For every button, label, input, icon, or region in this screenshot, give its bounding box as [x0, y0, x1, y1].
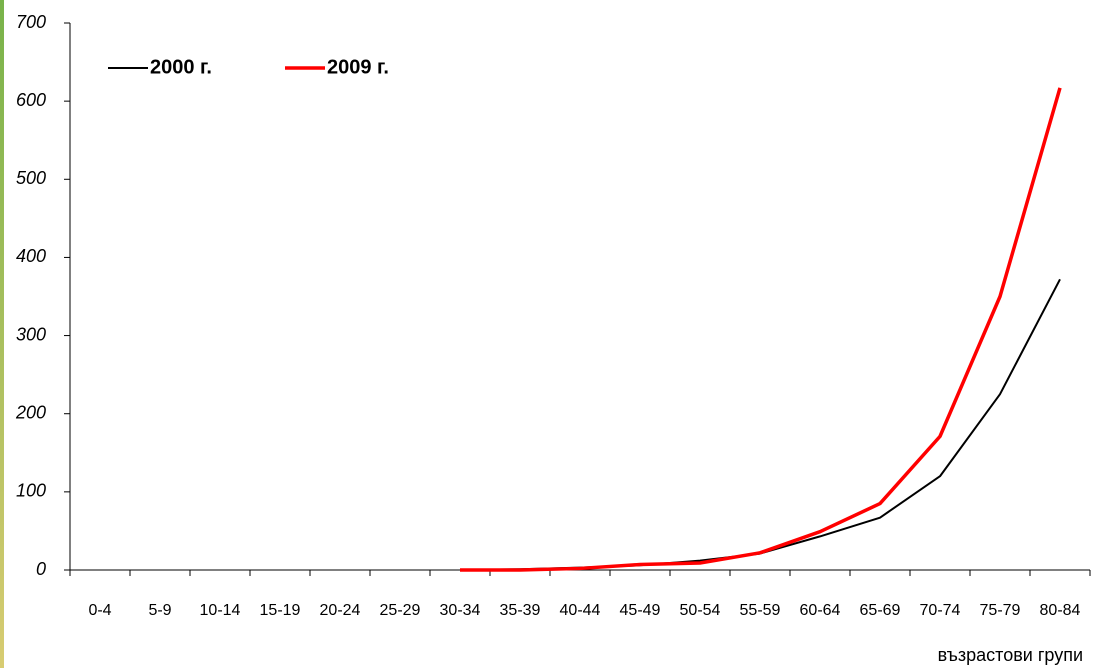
x-tick-label: 50-54 [680, 602, 721, 619]
y-tick-label: 600 [16, 90, 46, 110]
x-tick-label: 5-9 [148, 602, 171, 619]
y-tick-label: 200 [15, 402, 46, 422]
legend-label: 2000 г. [150, 56, 212, 78]
x-tick-label: 15-19 [260, 602, 301, 619]
side-strip [0, 0, 4, 668]
y-tick-label: 700 [16, 12, 46, 32]
x-tick-label: 65-69 [860, 602, 901, 619]
series-line [459, 278, 1061, 571]
x-tick-label: 30-34 [440, 602, 481, 619]
x-tick-label: 20-24 [320, 602, 361, 619]
x-tick-label: 80-84 [1040, 602, 1081, 619]
x-tick-label: 10-14 [200, 602, 241, 619]
x-tick-label: 35-39 [500, 602, 541, 619]
x-tick-label: 40-44 [560, 602, 601, 619]
x-tick-label: 60-64 [800, 602, 841, 619]
x-tick-label: 45-49 [620, 602, 661, 619]
legend-label: 2009 г. [327, 56, 389, 78]
x-tick-label: 70-74 [920, 602, 961, 619]
x-tick-label: 0-4 [88, 602, 111, 619]
x-tick-label: 55-59 [740, 602, 781, 619]
y-tick-label: 0 [36, 559, 46, 579]
y-tick-label: 100 [16, 481, 46, 501]
y-tick-label: 500 [16, 168, 46, 188]
x-tick-label: 25-29 [380, 602, 421, 619]
y-tick-label: 300 [16, 324, 46, 344]
series-line [460, 87, 1062, 572]
x-tick-label: 75-79 [980, 602, 1021, 619]
x-axis-label: възрастови групи [938, 645, 1083, 665]
y-tick-label: 400 [16, 246, 46, 266]
